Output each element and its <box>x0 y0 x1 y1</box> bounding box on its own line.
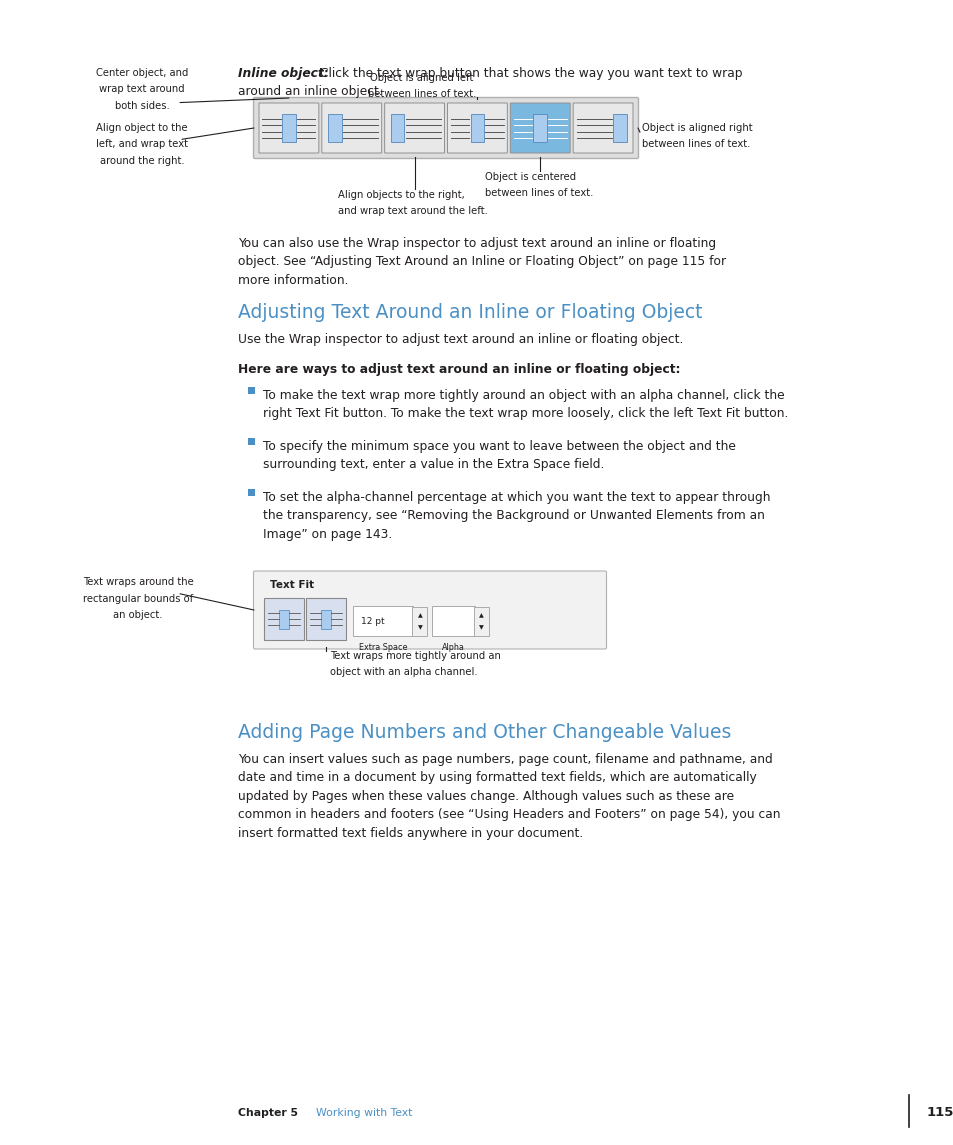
Text: Use the Wrap inspector to adjust text around an inline or floating object.: Use the Wrap inspector to adjust text ar… <box>237 333 682 346</box>
FancyBboxPatch shape <box>321 610 331 629</box>
FancyBboxPatch shape <box>533 113 546 142</box>
FancyBboxPatch shape <box>258 103 318 153</box>
FancyBboxPatch shape <box>253 571 606 649</box>
Text: Align object to the: Align object to the <box>96 123 188 133</box>
FancyBboxPatch shape <box>470 113 484 142</box>
Text: both sides.: both sides. <box>114 101 170 111</box>
FancyBboxPatch shape <box>328 113 341 142</box>
Text: Text wraps more tightly around an: Text wraps more tightly around an <box>330 652 500 662</box>
Text: Object is aligned right: Object is aligned right <box>641 123 752 133</box>
Text: updated by Pages when these values change. Although values such as these are: updated by Pages when these values chang… <box>237 790 734 803</box>
FancyBboxPatch shape <box>573 103 633 153</box>
Text: and wrap text around the left.: and wrap text around the left. <box>337 206 487 216</box>
Text: left, and wrap text: left, and wrap text <box>96 140 188 149</box>
Text: Object is centered: Object is centered <box>484 172 576 182</box>
Text: object with an alpha channel.: object with an alpha channel. <box>330 668 477 677</box>
Text: Object is aligned left: Object is aligned left <box>370 73 474 82</box>
FancyBboxPatch shape <box>306 599 346 640</box>
FancyBboxPatch shape <box>510 103 570 153</box>
Text: between lines of text.: between lines of text. <box>368 89 476 100</box>
Text: Align objects to the right,: Align objects to the right, <box>337 190 464 200</box>
Text: Inline object:: Inline object: <box>237 68 328 80</box>
Text: wrap text around: wrap text around <box>99 85 185 94</box>
Text: Click the text wrap button that shows the way you want text to wrap: Click the text wrap button that shows th… <box>319 68 741 80</box>
Text: right Text Fit button. To make the text wrap more loosely, click the left Text F: right Text Fit button. To make the text … <box>263 408 787 420</box>
Text: between lines of text.: between lines of text. <box>641 140 750 149</box>
FancyBboxPatch shape <box>391 113 404 142</box>
FancyBboxPatch shape <box>613 113 626 142</box>
Text: Alpha: Alpha <box>441 643 464 653</box>
FancyBboxPatch shape <box>447 103 507 153</box>
Text: around the right.: around the right. <box>99 156 184 166</box>
FancyBboxPatch shape <box>474 607 489 635</box>
Bar <box>248 387 255 394</box>
FancyBboxPatch shape <box>432 607 474 637</box>
Text: Center object, and: Center object, and <box>95 68 188 78</box>
Text: Text wraps around the: Text wraps around the <box>83 577 193 587</box>
FancyBboxPatch shape <box>264 599 304 640</box>
Text: To specify the minimum space you want to leave between the object and the: To specify the minimum space you want to… <box>263 440 735 453</box>
Bar <box>248 489 255 496</box>
Text: Chapter 5: Chapter 5 <box>237 1108 297 1118</box>
Text: ▲: ▲ <box>478 613 483 618</box>
FancyBboxPatch shape <box>253 97 638 158</box>
Text: Image” on page 143.: Image” on page 143. <box>263 528 392 540</box>
Text: Adding Page Numbers and Other Changeable Values: Adding Page Numbers and Other Changeable… <box>237 722 731 742</box>
Text: 115: 115 <box>926 1106 953 1120</box>
Text: ▼: ▼ <box>478 625 483 630</box>
Text: surrounding text, enter a value in the Extra Space field.: surrounding text, enter a value in the E… <box>263 458 604 472</box>
Text: You can also use the Wrap inspector to adjust text around an inline or floating: You can also use the Wrap inspector to a… <box>237 237 716 250</box>
Text: more information.: more information. <box>237 274 348 287</box>
Text: object. See “Adjusting Text Around an Inline or Floating Object” on page 115 for: object. See “Adjusting Text Around an In… <box>237 255 725 268</box>
Text: You can insert values such as page numbers, page count, filename and pathname, a: You can insert values such as page numbe… <box>237 753 772 766</box>
Text: common in headers and footers (see “Using Headers and Footers” on page 54), you : common in headers and footers (see “Usin… <box>237 808 780 821</box>
Text: Here are ways to adjust text around an inline or floating object:: Here are ways to adjust text around an i… <box>237 363 679 376</box>
Text: To set the alpha-channel percentage at which you want the text to appear through: To set the alpha-channel percentage at w… <box>263 491 770 504</box>
FancyBboxPatch shape <box>279 610 289 629</box>
Text: date and time in a document by using formatted text fields, which are automatica: date and time in a document by using for… <box>237 772 756 784</box>
Text: Extra Space: Extra Space <box>358 643 407 653</box>
Text: insert formatted text fields anywhere in your document.: insert formatted text fields anywhere in… <box>237 827 582 840</box>
FancyBboxPatch shape <box>321 103 381 153</box>
FancyBboxPatch shape <box>384 103 444 153</box>
Text: ▲: ▲ <box>417 613 422 618</box>
Bar <box>248 437 255 445</box>
Text: To make the text wrap more tightly around an object with an alpha channel, click: To make the text wrap more tightly aroun… <box>263 389 783 402</box>
FancyBboxPatch shape <box>353 607 413 637</box>
FancyBboxPatch shape <box>412 607 427 635</box>
Text: rectangular bounds of: rectangular bounds of <box>83 594 193 603</box>
Text: around an inline object.: around an inline object. <box>237 86 382 98</box>
Text: Adjusting Text Around an Inline or Floating Object: Adjusting Text Around an Inline or Float… <box>237 303 701 322</box>
Text: ▼: ▼ <box>417 625 422 630</box>
Text: the transparency, see “Removing the Background or Unwanted Elements from an: the transparency, see “Removing the Back… <box>263 510 764 522</box>
Text: 12 pt: 12 pt <box>360 617 384 626</box>
Text: an object.: an object. <box>113 610 163 621</box>
Text: between lines of text.: between lines of text. <box>484 188 593 198</box>
FancyBboxPatch shape <box>282 113 295 142</box>
Text: Text Fit: Text Fit <box>270 581 314 591</box>
Text: Working with Text: Working with Text <box>315 1108 412 1118</box>
